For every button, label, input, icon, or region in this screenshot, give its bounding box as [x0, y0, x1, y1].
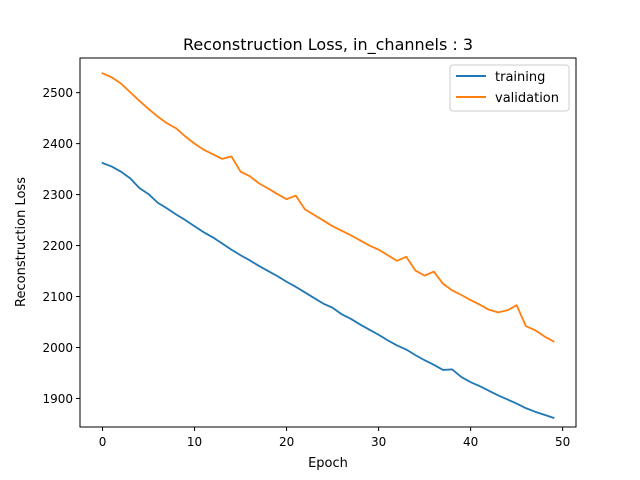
x-tick-label: 10 — [187, 435, 202, 449]
y-tick-label: 2100 — [42, 290, 73, 304]
x-tick-label: 30 — [371, 435, 386, 449]
series-line-validation — [101, 72, 555, 343]
y-tick-label: 2000 — [42, 341, 73, 355]
y-tick-label: 2300 — [42, 188, 73, 202]
x-axis-label: Epoch — [308, 456, 348, 471]
x-tick-label: 50 — [555, 435, 570, 449]
y-axis-label: Reconstruction Loss — [14, 177, 29, 307]
axes-frame — [79, 57, 577, 428]
x-tick-label: 0 — [99, 435, 107, 449]
legend: training validation — [449, 64, 570, 112]
axis-ticks: 0 10 20 30 40 50 1900 2000 2100 2200 2300 2400 2500 — [42, 86, 570, 449]
y-tick-label: 1900 — [42, 392, 73, 406]
y-tick-label: 2200 — [42, 239, 73, 253]
y-tick-label: 2500 — [42, 86, 73, 100]
x-tick-label: 40 — [463, 435, 478, 449]
legend-training-label: training — [495, 70, 545, 85]
plot-area — [101, 72, 555, 419]
legend-validation-label: validation — [495, 91, 559, 106]
chart-title: Reconstruction Loss, in_channels : 3 — [183, 35, 473, 55]
x-tick-label: 20 — [279, 435, 294, 449]
y-tick-label: 2400 — [42, 137, 73, 151]
series-line-training — [101, 161, 555, 419]
